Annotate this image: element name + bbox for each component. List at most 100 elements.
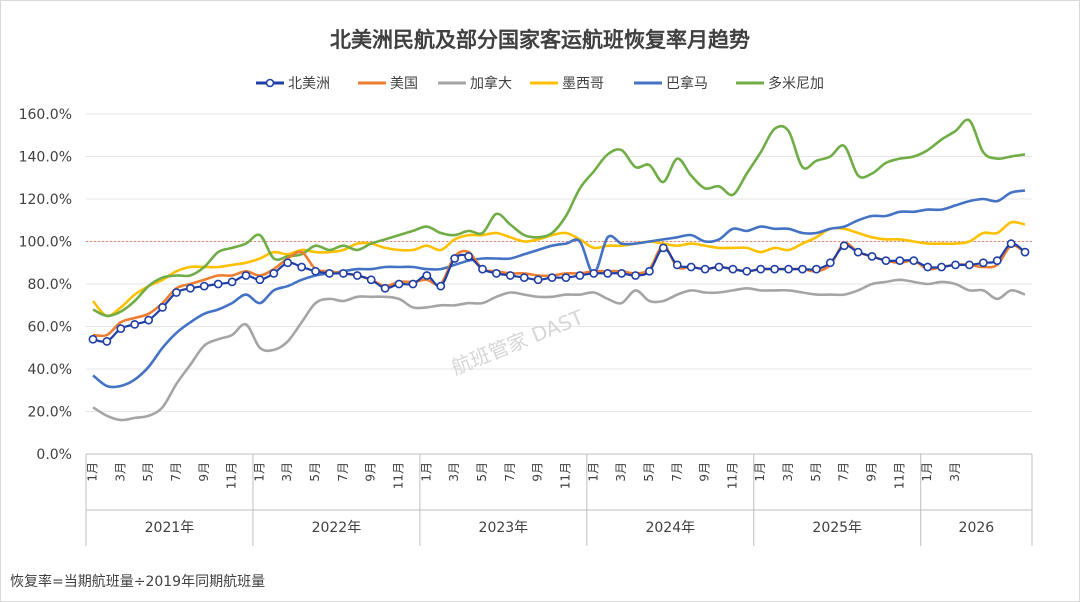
data-point: [116, 324, 126, 334]
legend-marker: [265, 78, 275, 88]
data-point: [770, 264, 780, 274]
data-point: [923, 262, 933, 272]
legend-item-加拿大: 加拿大: [438, 75, 512, 92]
x-tick-label: 3月: [781, 462, 795, 482]
data-point: [311, 266, 320, 276]
data-point: [756, 264, 766, 274]
y-axis: 160.0% 140.0% 120.0% 100.0% 80.0% 60.0% 40.0% 2…: [19, 107, 72, 463]
data-point: [937, 262, 946, 272]
data-point: [784, 264, 793, 274]
x-tick-label: 9月: [197, 462, 211, 482]
x-tick-label: 1月: [586, 462, 600, 482]
data-point: [589, 268, 599, 278]
x-tick-label: 9月: [531, 462, 545, 482]
data-point: [728, 264, 738, 274]
data-point: [700, 264, 710, 274]
x-tick-label: 3月: [948, 462, 962, 482]
x-tick-label: 9月: [698, 462, 712, 482]
legend-item-墨西哥: 墨西哥: [530, 76, 604, 92]
y-tick-label: 100.0%: [19, 235, 72, 251]
data-point: [436, 281, 446, 291]
x-tick-label: 11月: [725, 462, 739, 489]
data-point: [895, 256, 905, 266]
data-point: [645, 266, 654, 276]
grid: [86, 113, 1032, 455]
data-point: [380, 283, 390, 293]
data-point: [992, 256, 1002, 266]
data-point: [964, 260, 974, 270]
year-label: 2026: [959, 520, 995, 536]
data-point: [213, 279, 223, 289]
year-label: 2024年: [645, 520, 695, 536]
data-point: [491, 268, 501, 278]
data-point: [1020, 247, 1030, 257]
data-point: [714, 262, 724, 272]
legend-item-美国: 美国: [358, 76, 418, 92]
data-point: [825, 258, 835, 268]
legend: 北美洲 美国 加拿大 墨西哥 巴拿马 多米尼加: [256, 75, 824, 92]
data-point: [853, 247, 863, 257]
series-墨西哥: [91, 220, 1026, 318]
data-point: [88, 334, 98, 344]
data-point: [951, 260, 960, 270]
legend-label: 多米尼加: [768, 75, 824, 92]
data-point: [158, 302, 167, 312]
data-point: [672, 260, 682, 270]
x-tick-label: 5月: [642, 462, 656, 482]
data-point: [172, 288, 181, 297]
data-point: [533, 275, 543, 285]
series-北美洲: [88, 239, 1030, 346]
chart-title: 北美洲民航及部分国家客运航班恢复率月趋势: [330, 28, 750, 52]
year-label: 2023年: [479, 520, 529, 536]
series-line-多米尼加: [92, 118, 1026, 318]
data-point: [1006, 239, 1016, 249]
y-tick-label: 160.0%: [19, 107, 72, 123]
x-tick-label: 11月: [558, 462, 572, 489]
year-label: 2021年: [145, 520, 195, 536]
data-point: [798, 264, 807, 274]
data-point: [978, 258, 988, 268]
legend-item-多米尼加: 多米尼加: [736, 75, 824, 92]
y-tick-label: 40.0%: [28, 362, 72, 378]
data-point: [867, 251, 877, 261]
x-tick-label: 3月: [447, 462, 461, 482]
y-tick-label: 60.0%: [28, 320, 72, 336]
data-point: [185, 283, 195, 293]
data-point: [909, 256, 919, 266]
year-label: 2022年: [312, 520, 362, 536]
x-tick-label: 1月: [920, 462, 934, 482]
x-tick-label: 7月: [670, 462, 684, 482]
data-point: [839, 241, 849, 251]
data-point: [575, 271, 585, 280]
series-group: [88, 118, 1030, 422]
data-point: [144, 315, 154, 325]
series-line-墨西哥: [91, 220, 1026, 318]
data-point: [617, 268, 627, 278]
legend-label: 加拿大: [470, 75, 512, 92]
data-point: [255, 275, 265, 285]
data-point: [408, 279, 418, 289]
data-point: [283, 258, 293, 268]
data-point: [394, 279, 404, 289]
data-point: [505, 271, 515, 280]
year-label: 2025年: [812, 520, 862, 536]
data-point: [881, 256, 891, 266]
x-tick-label: 9月: [364, 462, 378, 482]
legend-label: 北美洲: [288, 76, 330, 92]
x-tick-label: 3月: [113, 462, 127, 482]
data-point: [199, 281, 209, 291]
series-line-加拿大: [92, 278, 1026, 422]
series-加拿大: [92, 278, 1026, 422]
data-point: [338, 268, 348, 278]
legend-item-巴拿马: 巴拿马: [634, 75, 708, 92]
series-line-巴拿马: [92, 189, 1026, 389]
x-tick-label: 1月: [419, 462, 433, 482]
x-axis: 1月 3月 5月 7月 9月 11月 2021年 1月 3月 5月 7月 9月 11月 2022年 1月 3月…: [85, 454, 1033, 546]
y-tick-label: 140.0%: [19, 150, 72, 166]
y-tick-label: 120.0%: [19, 192, 72, 208]
x-tick-label: 1月: [252, 462, 266, 482]
data-point: [241, 271, 251, 280]
data-point: [227, 277, 237, 287]
